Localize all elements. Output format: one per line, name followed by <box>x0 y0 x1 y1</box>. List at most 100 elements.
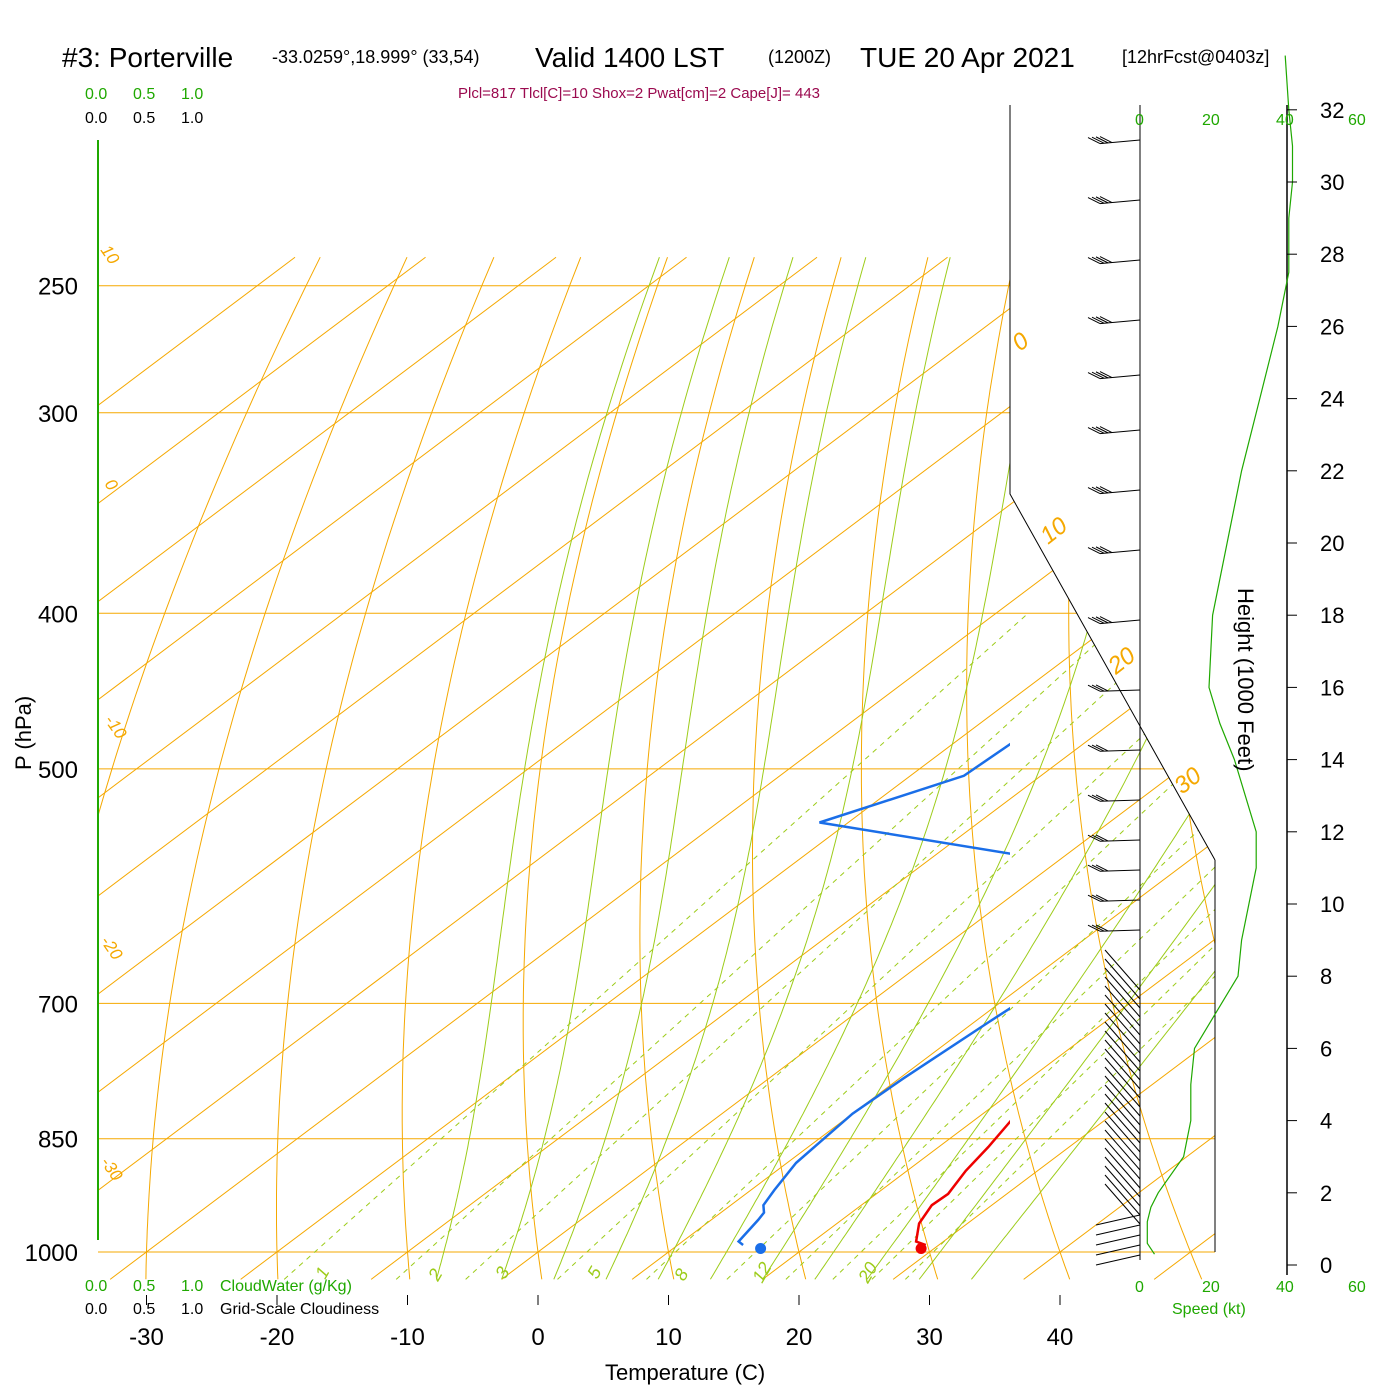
x-tick-label: 0 <box>531 1324 544 1351</box>
x-tick-label: 30 <box>916 1324 943 1351</box>
cloudwater-bottom-tick: 1.0 <box>181 1278 203 1295</box>
isotherm-label: -10 <box>101 711 131 742</box>
dry-adiabat-label: 10 <box>1035 512 1073 550</box>
wind-barb-feather <box>1095 794 1109 802</box>
wind-barb-staff <box>1099 199 1141 205</box>
height-tick-label: 24 <box>1320 387 1344 412</box>
wind-barb-staff <box>1104 958 1141 1000</box>
parcel-parameters: Plcl=817 Tlcl[C]=10 Shox=2 Pwat[cm]=2 Ca… <box>458 85 820 102</box>
wind-barb-feather <box>1087 257 1101 265</box>
height-tick-label: 12 <box>1320 820 1344 845</box>
height-tick-label: 10 <box>1320 892 1344 917</box>
wind-barb-feather <box>1087 684 1101 692</box>
wind-barb-feather <box>1087 427 1101 435</box>
wind-barb-feather <box>1087 197 1101 205</box>
isotherm-label: -20 <box>97 932 127 963</box>
wind-barb-feather <box>1087 617 1101 625</box>
wind-barb-staff <box>1104 1174 1141 1216</box>
wind-barb-feather <box>1099 316 1113 323</box>
cloudwater-top-tick: 0.5 <box>133 86 155 103</box>
wind-barb-feather <box>1091 864 1105 872</box>
wind-barb-feather <box>1099 196 1113 203</box>
y-axis-title: P (hPa) <box>11 696 36 770</box>
wind-barb-staff <box>1099 839 1141 842</box>
dewpoint-profile-line <box>736 742 1010 1246</box>
chart-title-utc: (1200Z) <box>768 47 831 67</box>
wind-barb-feather <box>1087 794 1101 802</box>
mixing-ratio-label: 12 <box>748 1259 775 1286</box>
dry-adiabat-line <box>98 256 321 1280</box>
wind-barb-staff <box>1099 899 1141 902</box>
wind-barb-feather <box>1095 136 1109 144</box>
chart-title-valid: Valid 1400 LST <box>535 42 724 73</box>
wind-barb-feather <box>1095 924 1109 932</box>
chart-title-station: #3: Porterville <box>62 42 233 73</box>
x-tick-label: 20 <box>786 1324 813 1351</box>
mixing-ratio-line <box>283 612 1029 1280</box>
wind-barb-feather <box>1099 546 1113 553</box>
wind-barb-feather <box>1091 684 1105 692</box>
mixing-ratio-label: 8 <box>670 1265 692 1284</box>
moist-adiabat-line <box>501 257 730 1280</box>
wind-barb-feather <box>1091 924 1105 932</box>
wind-barb-feather <box>1087 834 1101 842</box>
wind-barb-staff <box>1099 929 1141 932</box>
wind-barb-staff <box>1099 749 1141 752</box>
height-tick-label: 16 <box>1320 675 1344 700</box>
wind-barb-staff <box>1104 1093 1141 1135</box>
moist-adiabat-line <box>605 257 867 1280</box>
wind-barb-staff <box>1104 1048 1141 1090</box>
height-tick-label: 14 <box>1320 748 1344 773</box>
speed-bottom-tick: 0 <box>1135 1279 1144 1296</box>
isotherm-line <box>98 256 1215 1280</box>
dry-adiabat-line <box>752 257 842 1280</box>
mixing-ratio-line <box>465 612 1193 1280</box>
wind-barb-feather <box>1099 486 1113 493</box>
chart-title-date: TUE 20 Apr 2021 <box>860 42 1075 73</box>
wind-barb-staff <box>1095 1244 1141 1256</box>
isotherm-line <box>109 256 1215 1280</box>
wind-barb-feather <box>1091 196 1105 204</box>
wind-panel <box>1087 55 1294 1275</box>
height-tick-label: 20 <box>1320 531 1344 556</box>
wind-barb-feather <box>1091 794 1105 802</box>
isotherm-line <box>98 256 948 1280</box>
wind-barb-feather <box>1095 546 1109 554</box>
wind-barb-staff <box>1099 374 1141 380</box>
height-tick-label: 4 <box>1320 1109 1332 1134</box>
isotherm-line <box>631 256 1215 1280</box>
wind-barb-staff <box>1104 1039 1141 1081</box>
wind-barb-feather <box>1087 547 1101 555</box>
wind-barb-feather <box>1095 864 1109 872</box>
speed-label: Speed (kt) <box>1172 1301 1246 1318</box>
wind-barb-feather <box>1095 616 1109 624</box>
wind-barb-feather <box>1087 894 1101 902</box>
wind-barb-feather <box>1091 894 1105 902</box>
pressure-tick-label: 500 <box>38 757 78 784</box>
wind-barb-feather <box>1091 371 1105 379</box>
cloudiness-bottom-tick: 0.0 <box>85 1301 107 1318</box>
speed-bottom-tick: 40 <box>1276 1279 1294 1296</box>
wind-barb-staff <box>1099 139 1141 145</box>
isotherm-line <box>98 256 818 1280</box>
cloudwater-top-tick: 0.0 <box>85 86 107 103</box>
surface-temperature-marker <box>915 1243 927 1255</box>
speed-bottom-tick: 20 <box>1202 1279 1220 1296</box>
wind-barb-staff <box>1104 1120 1141 1162</box>
wind-barb-feather <box>1091 834 1105 842</box>
cloudiness-bottom-tick: 0.5 <box>133 1301 155 1318</box>
isotherm-line <box>370 256 1215 1280</box>
wind-barb-staff <box>1104 1183 1141 1225</box>
wind-barb-feather <box>1091 616 1105 624</box>
wind-barb-staff <box>1099 429 1141 435</box>
wind-barb-feather <box>1091 486 1105 494</box>
cloudwater-bottom-scale: 0.0 0.5 1.0 CloudWater (g/Kg) 0.0 0.5 1.… <box>85 1278 379 1318</box>
speed-scale: 0 20 40 60 0 20 40 60 Speed (kt) <box>1135 112 1366 1318</box>
wind-barb-staff <box>1099 259 1141 265</box>
isotherm-line <box>98 256 557 1280</box>
moist-adiabat-line <box>709 257 1050 1280</box>
cloudwater-bottom-tick: 0.0 <box>85 1278 107 1295</box>
cloudiness-top-tick: 1.0 <box>181 110 203 127</box>
height-tick-label: 2 <box>1320 1181 1332 1206</box>
